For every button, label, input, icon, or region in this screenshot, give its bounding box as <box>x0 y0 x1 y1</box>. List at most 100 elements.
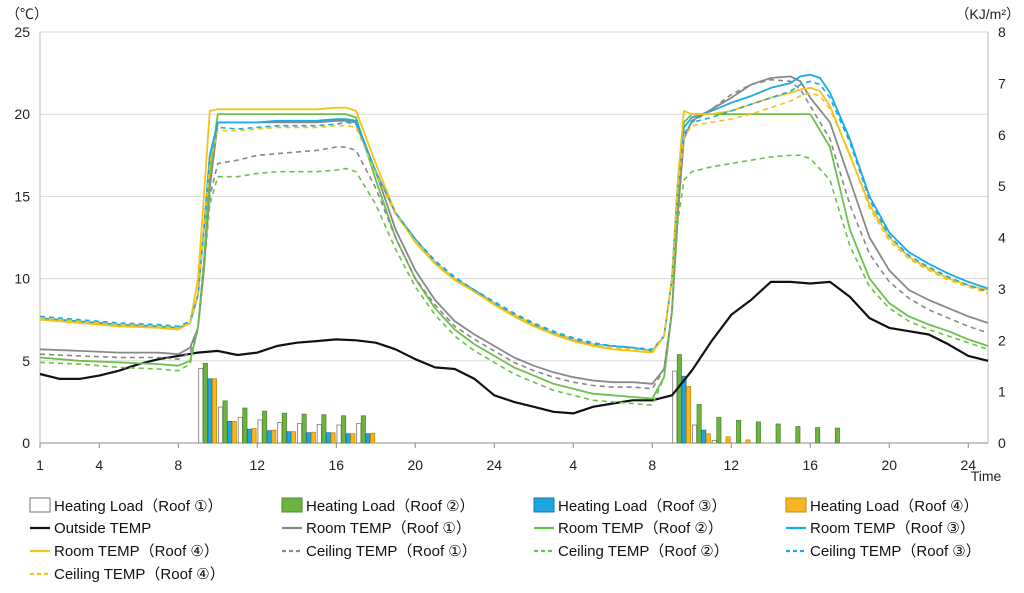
bar-roof-1 <box>672 370 678 444</box>
legend-label: Outside TEMP <box>54 520 151 537</box>
y-right-tick-label: 3 <box>998 281 1006 297</box>
legend-item: Heating Load（Roof ②） <box>281 497 475 515</box>
bar-roof-1 <box>277 422 283 444</box>
x-tick-label: 16 <box>328 457 344 473</box>
legend-label: Room TEMP（Roof ④） <box>54 543 219 560</box>
bar-roof-2 <box>242 407 248 444</box>
bar-roof-3 <box>227 421 233 444</box>
series-line-2 <box>39 75 989 385</box>
y-left-tick-label: 25 <box>14 24 30 40</box>
y-right-tick-label: 2 <box>998 332 1006 348</box>
legend-label: Room TEMP（Roof ①） <box>306 520 471 537</box>
series-line-5 <box>39 87 989 354</box>
legend-item: Ceiling TEMP（Roof ③） <box>786 543 981 560</box>
bar-roof-4 <box>745 439 751 444</box>
x-tick-label: 20 <box>881 457 897 473</box>
y-right-tick-label: 0 <box>998 435 1006 451</box>
legend-swatch <box>785 497 807 513</box>
bar-roof-4 <box>686 386 692 444</box>
bar-roof-4 <box>350 433 356 444</box>
legend-label: Ceiling TEMP（Roof ④） <box>54 566 225 583</box>
y-left-tick-label: 5 <box>22 353 30 369</box>
legend-item: Ceiling TEMP（Roof ①） <box>282 543 477 560</box>
left-axis-unit: （℃） <box>6 6 48 22</box>
bar-roof-4 <box>705 433 711 444</box>
bar-roof-4 <box>251 428 257 444</box>
series-line-3 <box>39 113 989 400</box>
legend-item: Heating Load（Roof ①） <box>29 497 223 515</box>
bar-layer <box>198 354 840 444</box>
bar-roof-3 <box>681 375 687 444</box>
bar-roof-2 <box>696 404 702 444</box>
legend-item: Heating Load（Roof ③） <box>533 497 727 515</box>
bar-roof-3 <box>266 430 272 444</box>
bar-roof-2 <box>301 413 307 444</box>
legend-item: Ceiling TEMP（Roof ②） <box>534 543 729 560</box>
y-right-tick-label: 7 <box>998 75 1006 91</box>
bar-roof-1 <box>711 440 717 444</box>
bar-roof-2 <box>736 419 742 444</box>
bar-roof-3 <box>701 429 707 444</box>
x-tick-label: 1 <box>36 457 44 473</box>
legend-label: Room TEMP（Roof ②） <box>558 520 723 537</box>
y-right-tick-label: 8 <box>998 24 1006 40</box>
legend-label: Heating Load（Roof ①） <box>54 498 223 515</box>
series-line-9 <box>39 92 989 352</box>
legend-item: Room TEMP（Roof ③） <box>786 520 975 537</box>
legend-label: Ceiling TEMP（Roof ②） <box>558 543 729 560</box>
bar-roof-3 <box>286 431 292 444</box>
legend-label: Room TEMP（Roof ③） <box>810 520 975 537</box>
bar-roof-1 <box>218 406 224 444</box>
x-axis-label: Time <box>971 468 1002 484</box>
bar-roof-4 <box>291 431 297 444</box>
bar-roof-1 <box>297 423 303 444</box>
x-tick-label: 12 <box>249 457 265 473</box>
bar-roof-1 <box>692 424 698 444</box>
legend-label: Heating Load（Roof ③） <box>558 498 727 515</box>
legend-swatch <box>281 497 303 513</box>
legend: Heating Load（Roof ①） Heating Load（Roof ②）… <box>29 497 981 583</box>
bar-roof-4 <box>231 421 237 444</box>
y-left-tick-label: 20 <box>14 106 30 122</box>
bar-roof-3 <box>345 433 351 444</box>
legend-item: Outside TEMP <box>30 520 151 537</box>
bar-roof-4 <box>330 432 336 444</box>
bar-roof-3 <box>246 428 252 444</box>
bar-roof-2 <box>341 415 347 444</box>
bar-roof-1 <box>237 416 243 444</box>
bar-roof-3 <box>325 432 331 444</box>
bar-roof-2 <box>834 427 840 444</box>
bar-roof-2 <box>262 410 268 444</box>
bar-roof-2 <box>676 354 682 444</box>
x-tick-label: 20 <box>407 457 423 473</box>
bar-roof-2 <box>815 427 821 444</box>
y-right-tick-label: 5 <box>998 178 1006 194</box>
series-line-7 <box>39 154 989 407</box>
legend-swatch <box>533 497 555 513</box>
bar-roof-4 <box>725 436 731 444</box>
x-tick-label: 24 <box>960 457 976 473</box>
bar-roof-1 <box>316 424 322 444</box>
bar-roof-2 <box>202 362 208 444</box>
legend-label: Heating Load（Roof ②） <box>306 498 475 515</box>
y-right-tick-label: 4 <box>998 230 1006 246</box>
y-left-tick-label: 0 <box>22 435 30 451</box>
bar-roof-4 <box>212 378 218 444</box>
bar-roof-4 <box>271 429 277 444</box>
bar-roof-1 <box>356 423 362 444</box>
legend-label: Ceiling TEMP（Roof ③） <box>810 543 981 560</box>
x-tick-label: 4 <box>569 457 577 473</box>
bar-roof-2 <box>321 414 327 444</box>
legend-label: Ceiling TEMP（Roof ①） <box>306 543 477 560</box>
x-tick-label: 16 <box>802 457 818 473</box>
legend-item: Room TEMP（Roof ④） <box>30 543 219 560</box>
bar-roof-3 <box>207 378 213 444</box>
x-tick-label: 12 <box>723 457 739 473</box>
legend-item: Heating Load（Roof ④） <box>785 497 979 515</box>
bar-roof-3 <box>306 432 312 444</box>
bar-roof-4 <box>370 432 376 444</box>
bar-roof-2 <box>281 412 287 444</box>
y-left-tick-label: 10 <box>14 271 30 287</box>
series-line-1 <box>39 280 989 415</box>
